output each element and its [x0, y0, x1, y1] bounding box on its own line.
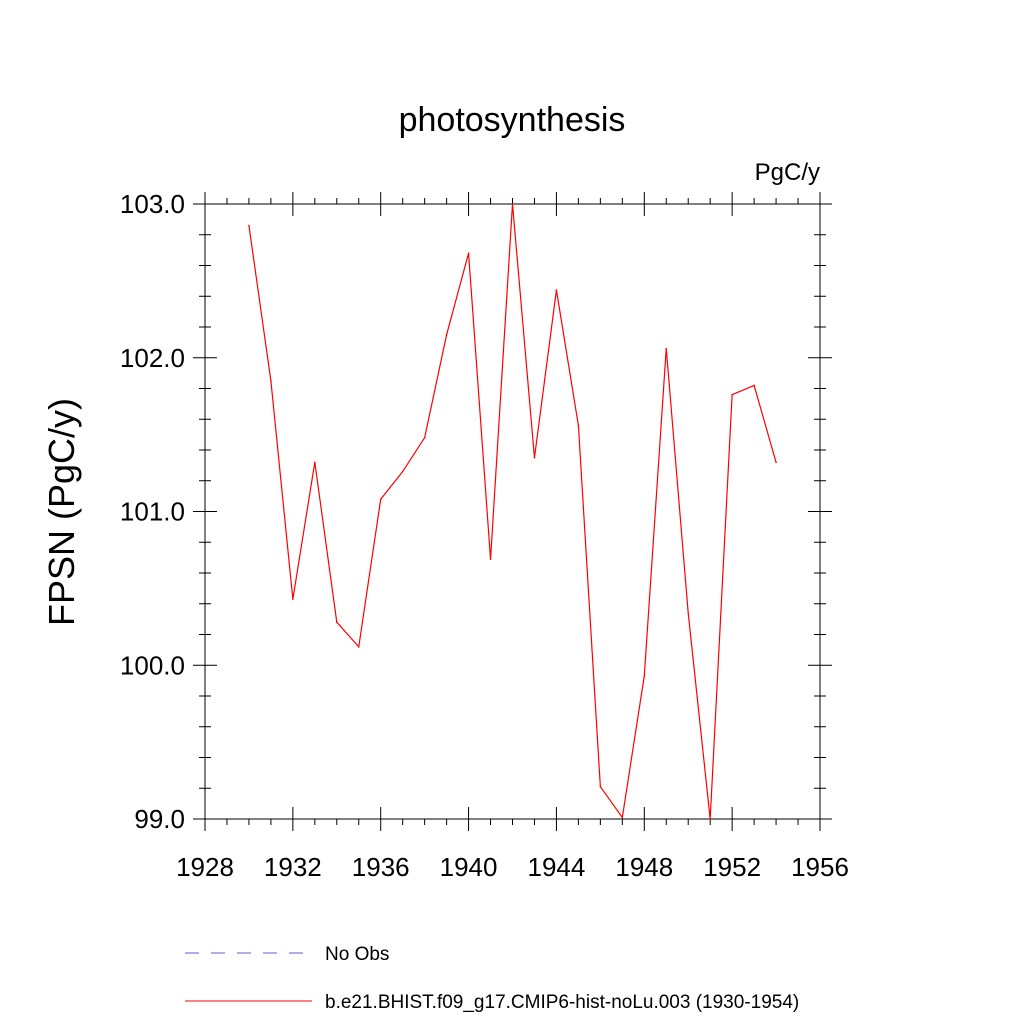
data-point	[314, 461, 316, 464]
y-tick-label: 103.0	[120, 189, 185, 219]
x-tick-label: 1956	[791, 852, 849, 882]
data-point	[599, 785, 602, 788]
y-tick-label: 100.0	[120, 650, 185, 680]
data-point	[292, 598, 294, 600]
data-point	[467, 252, 470, 254]
data-point	[248, 224, 250, 227]
x-tick-label: 1936	[352, 852, 410, 882]
data-point	[357, 646, 360, 648]
y-tick-label: 102.0	[120, 343, 185, 373]
data-point	[533, 456, 536, 459]
data-point	[335, 621, 338, 623]
x-tick-label: 1944	[528, 852, 586, 882]
series-line	[248, 203, 777, 820]
y-tick-label: 101.0	[120, 497, 185, 527]
x-tick-label: 1948	[615, 852, 673, 882]
x-tick-label: 1928	[176, 852, 234, 882]
data-point	[731, 393, 733, 396]
plot-frame	[204, 203, 821, 820]
y-axis-label: FPSN (PgC/y)	[41, 398, 82, 626]
data-point	[423, 436, 426, 439]
data-point	[665, 347, 668, 350]
y-tick-label: 99.0	[134, 804, 185, 834]
data-point	[577, 424, 580, 427]
legend-label: No Obs	[325, 944, 389, 965]
x-tick-label: 1952	[703, 852, 761, 882]
data-point	[445, 333, 448, 336]
x-tick-label: 1932	[264, 852, 322, 882]
data-point	[621, 816, 624, 819]
data-point	[753, 384, 755, 387]
axis-ticks	[193, 192, 832, 831]
data-point	[401, 470, 404, 473]
data-point	[643, 675, 646, 677]
chart-title: photosynthesis	[399, 101, 626, 139]
x-tick-labels: 1928 1932 1936 1940 1944 1948 1952 1956	[176, 852, 849, 882]
units-label: PgC/y	[755, 159, 820, 186]
data-point	[379, 498, 382, 501]
data-point	[775, 461, 777, 464]
data-point	[555, 289, 558, 291]
legend: No Obs b.e21.BHIST.f09_g17.CMIP6-hist-noL…	[185, 944, 799, 1013]
series-layer	[248, 203, 777, 820]
y-tick-labels: 99.0 100.0 101.0 102.0 103.0	[120, 189, 185, 834]
data-point	[489, 558, 492, 560]
data-point	[709, 818, 711, 820]
x-tick-label: 1940	[440, 852, 498, 882]
data-point	[687, 612, 690, 614]
data-point	[270, 380, 272, 382]
data-point	[511, 203, 514, 205]
legend-label: b.e21.BHIST.f09_g17.CMIP6-hist-noLu.003 …	[325, 992, 799, 1013]
